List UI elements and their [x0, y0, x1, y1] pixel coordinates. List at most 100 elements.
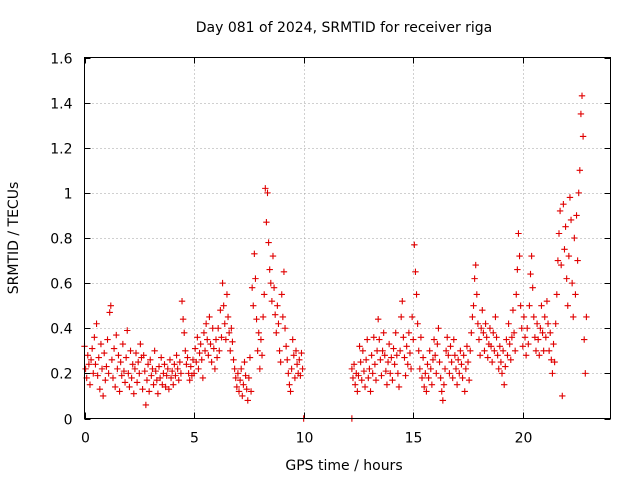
data-point: [121, 379, 129, 386]
data-point: [554, 257, 562, 264]
data-point: [519, 343, 527, 350]
data-point: [394, 370, 402, 377]
data-point: [456, 370, 463, 377]
data-point: [90, 370, 97, 377]
data-point: [236, 376, 244, 384]
data-point: [431, 352, 439, 359]
data-point: [472, 261, 479, 269]
data-point: [278, 291, 285, 298]
data-point: [279, 313, 287, 321]
data-point: [392, 329, 399, 336]
data-point: [257, 336, 265, 343]
y-tick-label: 0.2: [50, 367, 72, 383]
data-point: [201, 347, 209, 355]
data-point: [521, 334, 529, 341]
data-point: [547, 329, 554, 336]
data-point: [410, 336, 417, 343]
data-point: [234, 370, 242, 377]
data-point: [181, 329, 188, 336]
data-point: [245, 374, 253, 382]
data-point: [160, 370, 167, 377]
data-point: [413, 291, 420, 298]
data-point: [365, 374, 372, 382]
data-point: [137, 340, 144, 348]
data-point: [374, 316, 382, 323]
data-point: [538, 302, 545, 309]
data-point: [92, 361, 99, 368]
data-point: [377, 356, 384, 364]
data-point: [167, 374, 175, 382]
data-point: [109, 374, 117, 382]
data-point: [366, 365, 373, 373]
data-point: [103, 363, 110, 370]
data-point: [173, 352, 180, 359]
data-point: [467, 347, 474, 355]
data-point: [95, 354, 102, 361]
y-tick-label: 0.8: [50, 232, 72, 248]
data-point: [205, 352, 212, 359]
data-point: [164, 365, 171, 373]
data-point: [107, 302, 114, 309]
data-point: [504, 352, 511, 359]
data-point: [474, 320, 482, 327]
data-point: [251, 250, 258, 257]
data-point: [158, 354, 165, 361]
data-point: [94, 372, 101, 379]
data-point: [197, 340, 204, 348]
data-point: [120, 367, 128, 375]
data-point: [110, 345, 118, 352]
data-point: [511, 347, 519, 355]
data-point: [101, 349, 108, 357]
plot-frame: [84, 57, 611, 419]
data-point: [577, 110, 585, 118]
data-point: [358, 376, 365, 384]
data-point: [145, 388, 153, 395]
data-point: [524, 325, 531, 332]
data-point: [484, 354, 491, 361]
data-point: [370, 334, 377, 341]
data-point: [172, 372, 179, 379]
data-point: [368, 352, 375, 359]
data-point: [210, 345, 218, 352]
data-point: [86, 381, 94, 388]
x-tick-label: 10: [296, 431, 314, 447]
data-point: [582, 370, 589, 377]
data-point: [198, 356, 205, 364]
data-point: [243, 385, 250, 393]
data-point: [116, 388, 123, 395]
data-point: [105, 370, 112, 377]
data-point: [465, 376, 473, 384]
data-point: [122, 354, 130, 361]
data-point: [144, 361, 152, 368]
data-point: [246, 354, 254, 361]
y-tick-label: 0: [64, 413, 73, 429]
data-point: [487, 343, 495, 350]
data-point: [297, 372, 304, 379]
data-point: [106, 309, 113, 316]
data-point: [557, 261, 565, 269]
data-point: [531, 334, 539, 341]
data-point: [581, 336, 588, 343]
data-point: [88, 345, 96, 352]
data-point: [147, 356, 154, 364]
data-point: [255, 329, 262, 336]
data-point: [453, 381, 461, 388]
data-point: [471, 275, 478, 282]
data-point: [212, 336, 220, 343]
data-point: [436, 358, 443, 366]
data-point: [513, 291, 520, 298]
data-point: [369, 370, 376, 377]
data-point: [421, 383, 428, 391]
data-point: [495, 365, 502, 373]
data-point: [230, 356, 237, 364]
data-point: [140, 352, 147, 359]
data-point: [134, 358, 142, 366]
data-point: [486, 325, 494, 332]
data-point: [497, 358, 505, 366]
data-point: [525, 340, 532, 348]
data-point: [291, 374, 299, 382]
data-point: [280, 268, 288, 276]
data-point: [235, 388, 243, 395]
data-point: [579, 133, 587, 140]
data-point: [473, 291, 481, 298]
